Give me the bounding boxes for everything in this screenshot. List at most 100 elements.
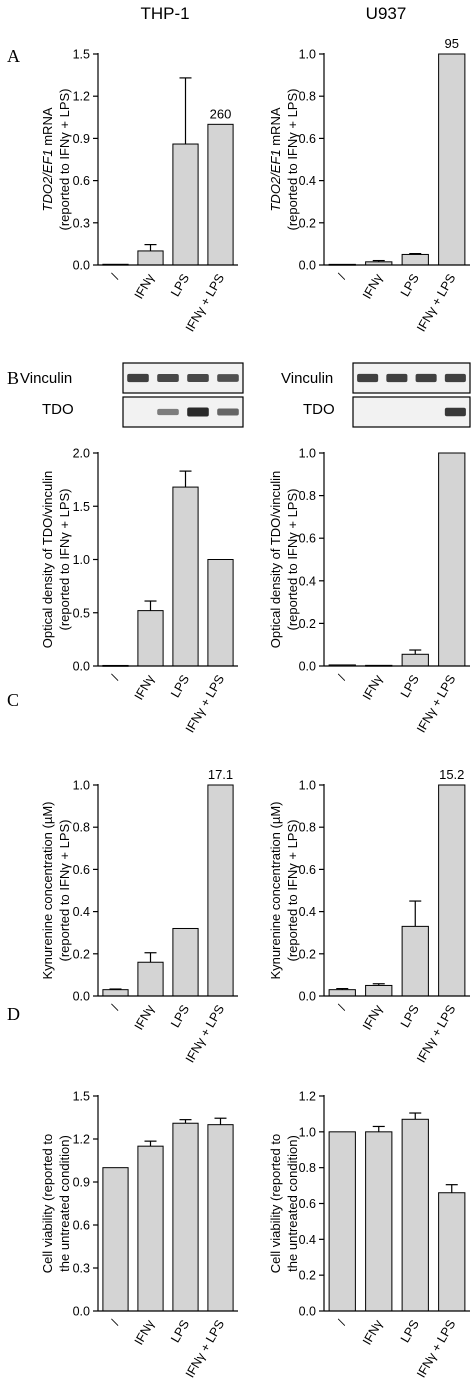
y-axis-label-part: the untreated condition) xyxy=(57,1135,72,1272)
y-tick-label-1: 0.0 xyxy=(73,990,90,1004)
panel-letter-c: C xyxy=(7,690,19,710)
bar-1 xyxy=(328,989,356,997)
y-axis-label-part: (reported to IFNγ + LPS) xyxy=(57,820,72,962)
y-tick-label-5: 0.8 xyxy=(299,90,316,104)
category-label-1: / xyxy=(108,672,122,682)
y-tick-label-5: 0.8 xyxy=(299,489,316,503)
category-label-3: LPS xyxy=(398,1003,422,1030)
category-label-3: LPS xyxy=(168,1003,192,1030)
y-tick-label-6: 1.0 xyxy=(299,447,316,461)
bar-2 xyxy=(365,984,393,997)
y-axis-label-part: (reported to IFNγ + LPS) xyxy=(57,89,72,231)
western-blot-layer xyxy=(122,362,471,428)
blot-band-vinculin-thp1-4 xyxy=(217,374,239,382)
category-label-4: IFNγ + LPS xyxy=(414,1003,458,1066)
category-label-3: LPS xyxy=(398,1318,422,1345)
data-label-4: 95 xyxy=(445,36,459,51)
y-tick-label-1: 0.0 xyxy=(299,259,316,273)
y-axis-label-part: (reported to IFNγ + LPS) xyxy=(285,820,300,962)
blot-label-vinculin-u937: Vinculin xyxy=(281,370,333,387)
chart-c-u937: / IFNγ LPS 15.2 IFNγ + LPS 0.0 0.2 0.4 0.6 0.8 1.0… xyxy=(268,767,470,1065)
y-tick-label-1: 0.0 xyxy=(299,660,316,674)
y-axis-label-line-2: (reported to IFNγ + LPS) xyxy=(285,820,300,962)
y-tick-label-7: 1.2 xyxy=(299,1090,316,1104)
column-title-thp1: THP-1 xyxy=(140,4,189,23)
category-label-3: LPS xyxy=(398,673,422,700)
blot-band-vinculin-u937-1 xyxy=(357,373,379,383)
y-tick-label-4: 0.9 xyxy=(73,1176,90,1190)
y-axis-label-line-1: Cell viability (reported to xyxy=(268,1134,283,1273)
panel-letter-d: D xyxy=(7,1004,20,1024)
category-label-3: LPS xyxy=(168,272,192,299)
y-tick-label-3: 0.4 xyxy=(299,1233,316,1247)
y-axis-label-line-2: (reported to IFNγ + LPS) xyxy=(57,820,72,962)
y-axis-label-line-1: Optical density of TDO/vinculin xyxy=(40,471,55,649)
category-label-4: IFNγ + LPS xyxy=(414,272,458,335)
bar-4 xyxy=(438,1192,466,1312)
y-tick-label-3: 0.6 xyxy=(73,1219,90,1233)
bar-4 xyxy=(207,559,234,667)
category-label-2: IFNγ xyxy=(360,1317,386,1348)
y-axis-label-line-2: (reported to IFNγ + LPS) xyxy=(57,89,72,231)
bar-4 xyxy=(438,452,466,667)
category-label-4: IFNγ + LPS xyxy=(414,673,458,736)
bar-4 xyxy=(438,53,466,266)
category-label-1: / xyxy=(108,271,122,281)
y-axis-label-line-2: the untreated condition) xyxy=(285,1135,300,1272)
y-axis-label-part: Kynurenine concentration (µM) xyxy=(268,801,283,979)
y-tick-label-5: 0.8 xyxy=(73,821,90,835)
category-label-1: / xyxy=(108,1317,122,1327)
category-label-3: LPS xyxy=(168,1318,192,1345)
y-tick-label-2: 0.3 xyxy=(73,1262,90,1276)
category-label-2: IFNγ xyxy=(360,672,386,703)
bar-2 xyxy=(137,250,164,266)
y-axis-label-line-1: TDO2/EF1 mRNA xyxy=(40,107,55,211)
y-tick-label-6: 1.0 xyxy=(299,1125,316,1139)
y-axis-label-part: Kynurenine concentration (µM) xyxy=(40,801,55,979)
bar-2 xyxy=(137,610,164,667)
bar-4 xyxy=(207,1124,234,1312)
blot-band-vinculin-thp1-2 xyxy=(157,374,179,382)
blot-band-tdo-thp1-4 xyxy=(217,408,239,416)
y-axis-label-part: TDO2/EF1 xyxy=(268,149,283,211)
y-tick-label-3: 0.4 xyxy=(299,905,316,919)
y-axis-label-line-2: (reported to IFNγ + LPS) xyxy=(57,489,72,631)
y-axis-label-part: (reported to IFNγ + LPS) xyxy=(57,489,72,631)
y-tick-label-6: 1.5 xyxy=(73,48,90,62)
blot-band-vinculin-u937-2 xyxy=(386,373,408,383)
blot-label-vinculin-thp1: Vinculin xyxy=(20,370,72,387)
y-tick-label-5: 2.0 xyxy=(73,447,90,461)
category-label-4: IFNγ + LPS xyxy=(414,1318,458,1381)
y-tick-label-3: 0.6 xyxy=(73,174,90,188)
y-axis-label-line-1: Cell viability (reported to xyxy=(40,1134,55,1273)
bar-2 xyxy=(365,1131,393,1312)
category-label-3: LPS xyxy=(168,673,192,700)
bar-2 xyxy=(137,1145,164,1312)
y-tick-label-3: 0.4 xyxy=(73,905,90,919)
bar-1 xyxy=(102,1167,129,1312)
bar-3 xyxy=(172,486,199,667)
bar-3 xyxy=(172,143,199,266)
y-tick-label-6: 1.0 xyxy=(299,48,316,62)
y-tick-label-4: 0.6 xyxy=(73,863,90,877)
blot-label-tdo-thp1: TDO xyxy=(42,401,74,418)
bar-3 xyxy=(172,1122,199,1312)
y-tick-label-2: 0.2 xyxy=(299,947,316,961)
blot-band-tdo-thp1-3 xyxy=(187,407,209,417)
blot-band-tdo-u937-4 xyxy=(444,407,466,417)
y-axis-label-line-2: the untreated condition) xyxy=(57,1135,72,1272)
y-tick-label-4: 0.6 xyxy=(299,532,316,546)
bar-4 xyxy=(207,123,234,266)
y-tick-label-3: 1.0 xyxy=(73,553,90,567)
y-tick-label-2: 0.5 xyxy=(73,606,90,620)
bar-3 xyxy=(401,925,429,997)
y-tick-label-2: 0.2 xyxy=(73,947,90,961)
bar-3 xyxy=(401,653,429,667)
y-axis-label-part: Optical density of TDO/vinculin xyxy=(40,471,55,649)
y-tick-label-5: 0.8 xyxy=(299,1161,316,1175)
category-label-1: / xyxy=(335,271,349,281)
